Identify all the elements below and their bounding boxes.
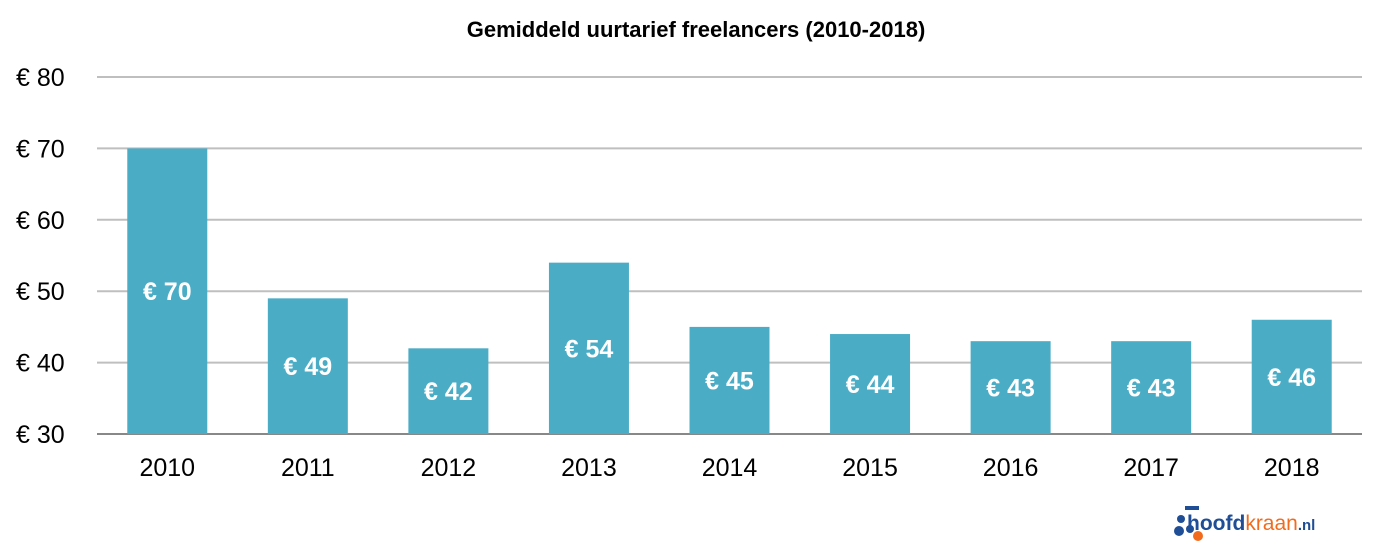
x-tick-label: 2014	[702, 454, 758, 482]
y-tick-label: € 60	[16, 207, 65, 235]
x-tick-label: 2011	[281, 454, 335, 482]
data-label: € 44	[846, 371, 895, 399]
y-tick-label: € 40	[16, 350, 65, 378]
bars: € 70 € 49 € 42 € 54 € 45 € 44 € 43 € 43 € 46	[127, 148, 1332, 434]
chart-title: Gemiddeld uurtarief freelancers (2010-20…	[467, 17, 926, 42]
x-tick-label: 2016	[983, 454, 1039, 482]
data-label: € 42	[424, 378, 473, 406]
data-label: € 70	[143, 278, 192, 306]
bar	[689, 326, 770, 434]
logo-text-accent: kraan	[1245, 512, 1298, 535]
logo-drop	[1177, 515, 1185, 523]
y-tick-label: € 80	[16, 64, 65, 92]
logo-text-main: hoofd	[1187, 512, 1245, 535]
data-label: € 43	[986, 375, 1035, 403]
bar	[1251, 319, 1332, 434]
logo-drop	[1193, 531, 1203, 541]
y-tick-label: € 50	[16, 278, 65, 306]
y-tick-label: € 30	[16, 421, 65, 449]
data-label: € 49	[283, 353, 332, 381]
svg-text:hoofdkraan.nl: hoofdkraan.nl	[1187, 512, 1315, 535]
x-tick-label: 2017	[1123, 454, 1179, 482]
data-label: € 45	[705, 367, 754, 395]
hoofdkraan-logo: hoofdkraan.nl	[1174, 506, 1315, 541]
y-axis: € 30 € 40 € 50 € 60 € 70 € 80	[16, 64, 65, 449]
x-tick-label: 2018	[1264, 454, 1320, 482]
x-axis: 2010 2011 2012 2013 2014 2015 2016 2017 2018	[139, 454, 1319, 482]
bar	[408, 348, 489, 434]
bar	[548, 262, 629, 434]
bar	[830, 334, 911, 434]
bar	[1111, 341, 1192, 434]
bar	[267, 298, 348, 434]
x-tick-label: 2015	[842, 454, 898, 482]
x-tick-label: 2010	[139, 454, 195, 482]
logo-text-tld: .nl	[1298, 517, 1316, 534]
data-label: € 43	[1127, 375, 1176, 403]
data-label: € 54	[565, 335, 614, 363]
bar	[970, 341, 1051, 434]
x-tick-label: 2012	[421, 454, 477, 482]
x-tick-label: 2013	[561, 454, 617, 482]
logo-drop	[1186, 525, 1194, 533]
y-tick-label: € 70	[16, 135, 65, 163]
logo-tap-icon	[1185, 506, 1199, 510]
data-label: € 46	[1267, 364, 1316, 392]
logo-drop	[1174, 526, 1184, 536]
bar	[127, 148, 208, 434]
